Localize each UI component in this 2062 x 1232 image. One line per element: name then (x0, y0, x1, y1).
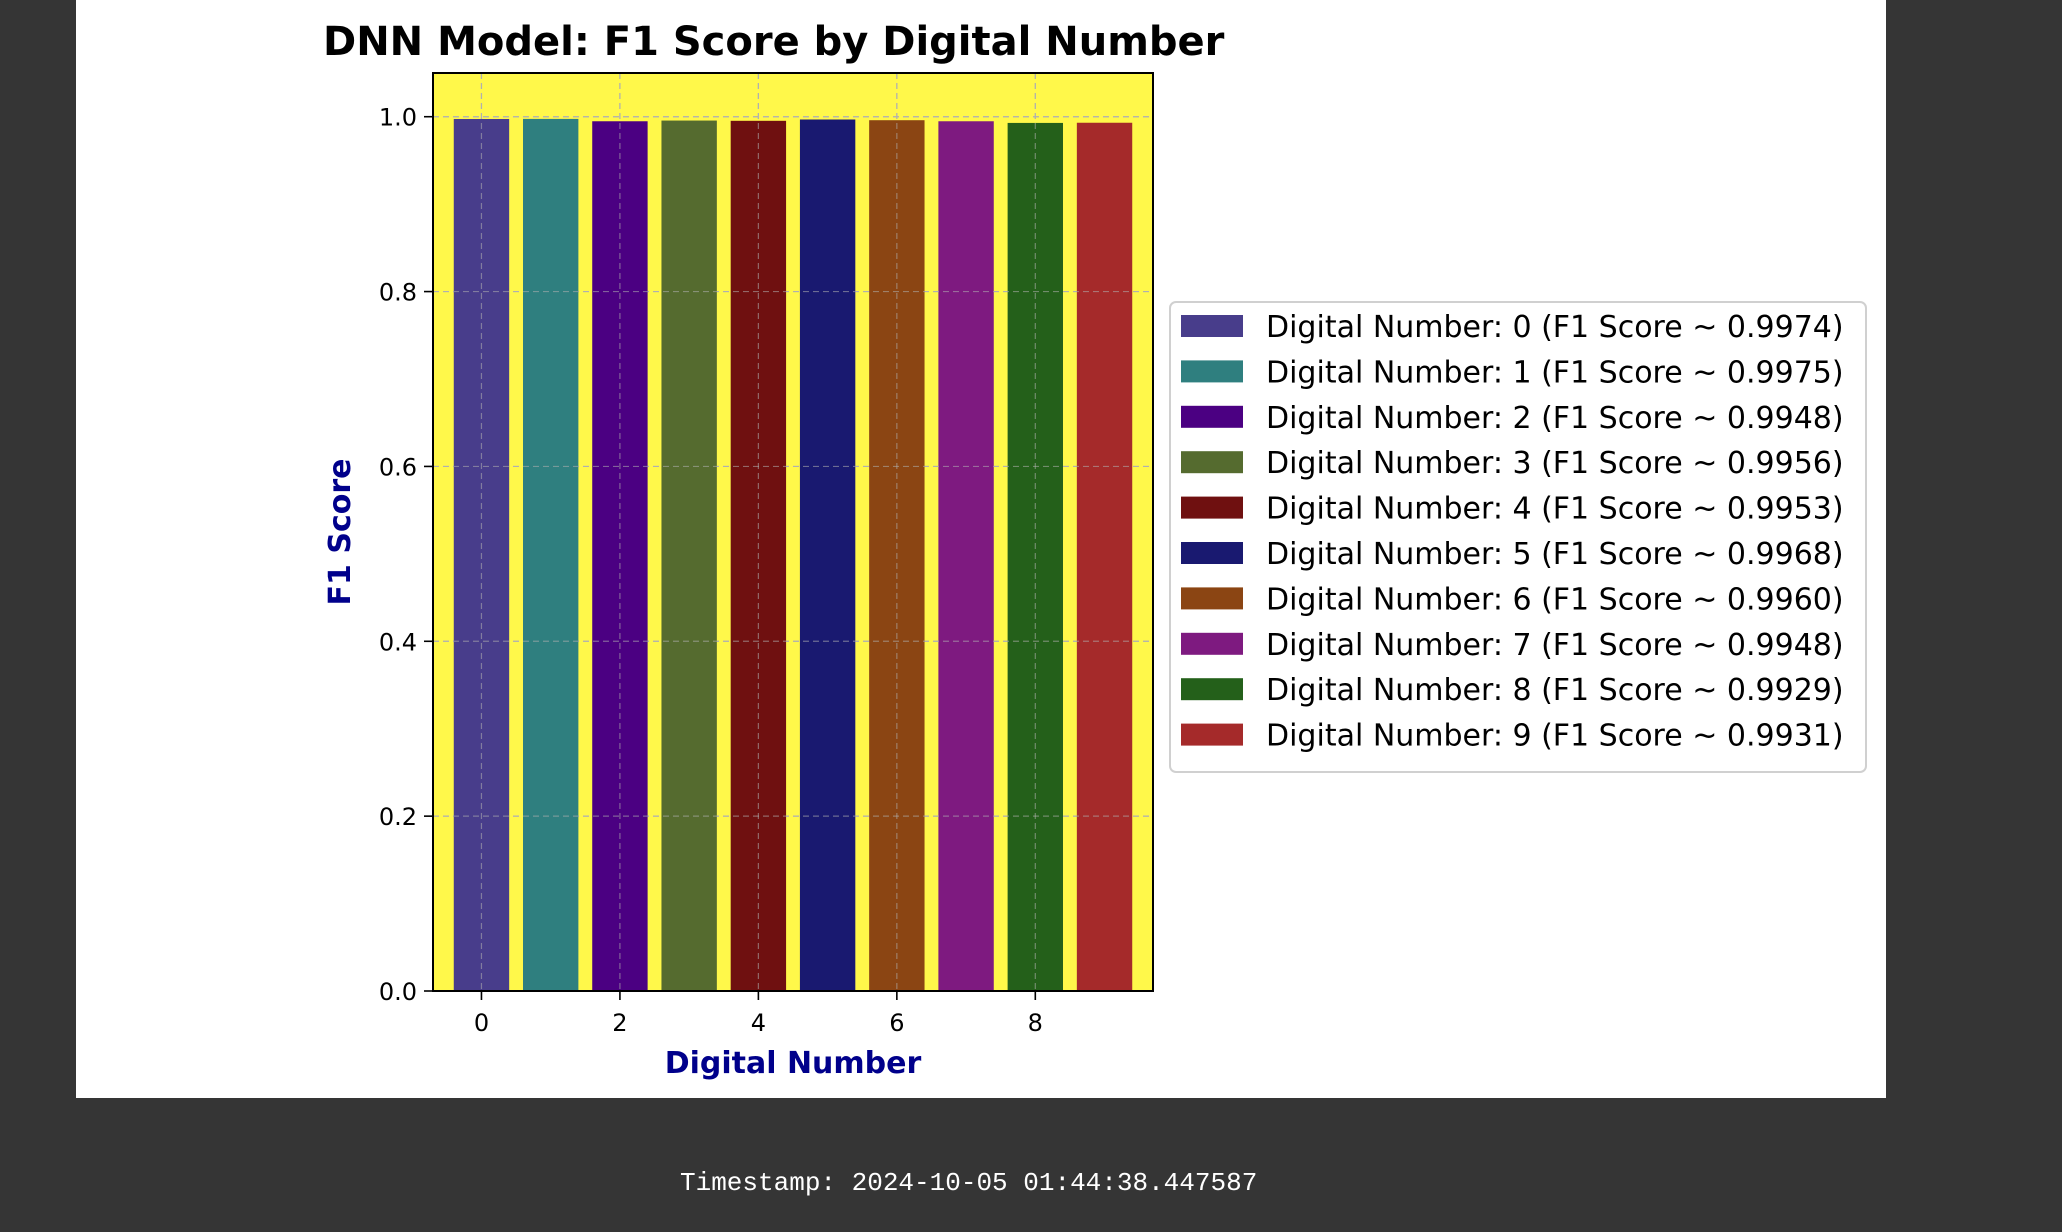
y-tick-label-2: 0.4 (379, 628, 417, 656)
legend-entry-5: Digital Number: 5 (F1 Score ~ 0.9968) (1266, 537, 1844, 572)
timestamp-text: Timestamp: 2024-10-05 01:44:38.447587 (680, 1168, 1258, 1198)
legend-entry-7: Digital Number: 7 (F1 Score ~ 0.9948) (1266, 628, 1844, 663)
legend-entry-3: Digital Number: 3 (F1 Score ~ 0.9956) (1266, 446, 1844, 481)
legend-swatch-6 (1181, 587, 1243, 610)
legend-swatch-1 (1181, 360, 1243, 383)
bar-digit-3 (661, 120, 717, 991)
bar-digit-1 (523, 118, 579, 991)
x-tick-label-2: 4 (751, 1009, 766, 1037)
legend-entry-9: Digital Number: 9 (F1 Score ~ 0.9931) (1266, 719, 1844, 754)
x-tick-label-3: 6 (889, 1009, 904, 1037)
legend-swatch-3 (1181, 451, 1243, 474)
legend-swatch-2 (1181, 405, 1243, 428)
legend-swatch-8 (1181, 678, 1243, 701)
legend-swatch-5 (1181, 542, 1243, 564)
x-tick-label-0: 0 (474, 1009, 489, 1037)
legend-entry-0: Digital Number: 0 (F1 Score ~ 0.9974) (1266, 310, 1844, 345)
y-tick-label-5: 1.0 (379, 104, 417, 132)
y-axis-label: F1 Score (323, 459, 358, 606)
legend-swatch-4 (1181, 496, 1243, 519)
bar-digit-7 (938, 121, 994, 992)
legend: Digital Number: 0 (F1 Score ~ 0.9974) Dig… (1169, 301, 1867, 773)
y-tick-label-0: 0.0 (379, 978, 417, 1006)
legend-entry-2: Digital Number: 2 (F1 Score ~ 0.9948) (1266, 401, 1844, 436)
x-tick-label-1: 2 (612, 1009, 627, 1037)
chart-title: DNN Model: F1 Score by Digital Number (323, 19, 1225, 65)
legend-entry-1: Digital Number: 1 (F1 Score ~ 0.9975) (1266, 355, 1844, 390)
legend-swatch-0 (1181, 315, 1243, 337)
legend-entry-6: Digital Number: 6 (F1 Score ~ 0.9960) (1266, 582, 1844, 617)
legend-entry-8: Digital Number: 8 (F1 Score ~ 0.9929) (1266, 673, 1844, 708)
plot-frame (432, 72, 1154, 992)
bars (433, 73, 1153, 992)
legend-swatch-7 (1181, 632, 1243, 655)
bar-digit-9 (1076, 122, 1133, 992)
axis-ticks: 0.0 0.2 0.4 0.6 0.8 1.0 0 2 4 6 8 (379, 104, 1043, 1037)
x-tick-label-4: 8 (1028, 1009, 1043, 1037)
x-axis-label: Digital Number (665, 1046, 922, 1081)
legend-entry-4: Digital Number: 4 (F1 Score ~ 0.9953) (1266, 492, 1844, 527)
y-tick-label-4: 0.8 (379, 279, 417, 307)
y-tick-label-1: 0.2 (379, 803, 417, 831)
legend-swatch-9 (1181, 723, 1243, 746)
y-tick-label-3: 0.6 (379, 453, 417, 481)
bar-digit-5 (799, 119, 856, 991)
legend-box (1169, 301, 1867, 773)
